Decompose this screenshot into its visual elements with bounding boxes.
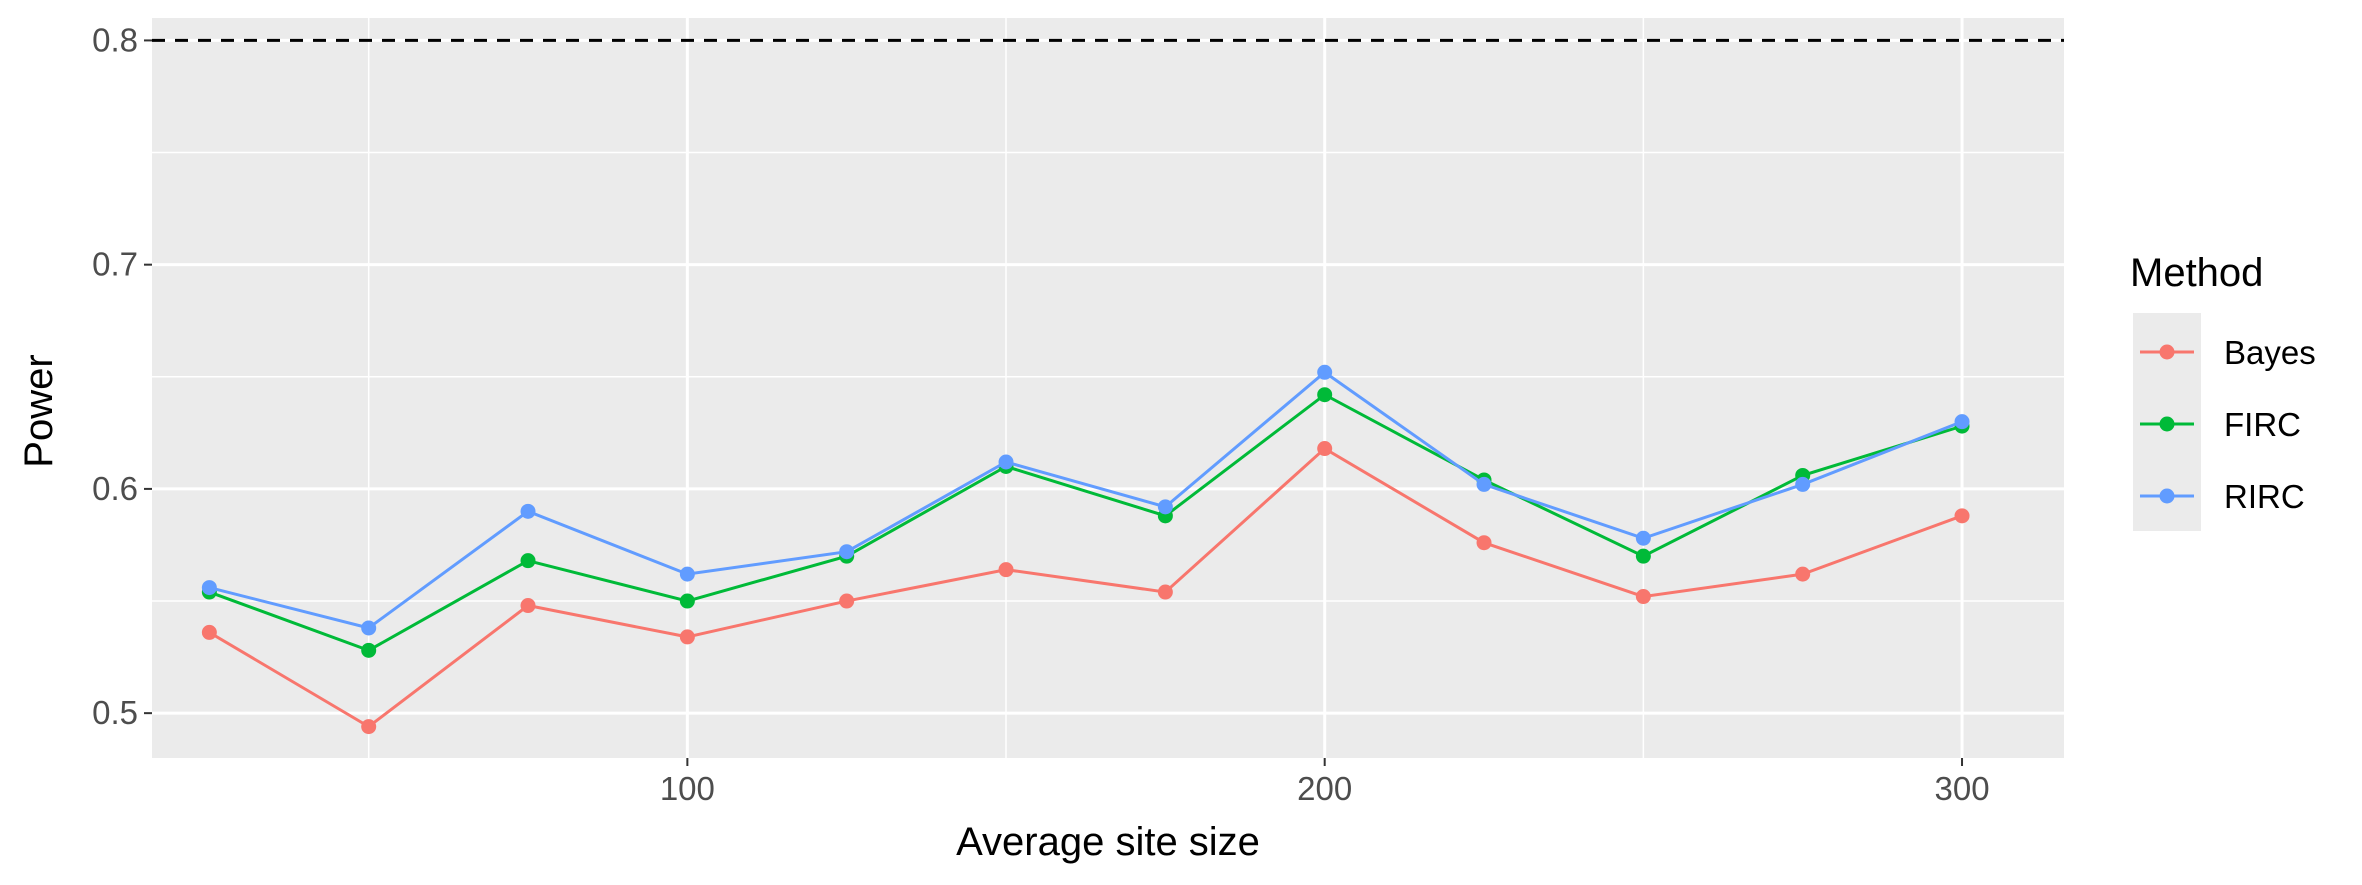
x-tick-label: 200 (1297, 770, 1352, 807)
legend-item-rirc: RIRC (2140, 478, 2305, 515)
legend-title: Method (2130, 251, 2263, 295)
x-tick-label: 100 (660, 770, 715, 807)
data-point (998, 454, 1014, 470)
x-axis-title: Average site size (956, 820, 1260, 864)
data-point (1795, 566, 1811, 582)
y-axis: 0.5 0.6 0.7 0.8 (92, 21, 152, 731)
y-tick-label: 0.6 (92, 470, 138, 507)
data-point (361, 719, 377, 735)
data-point (839, 593, 855, 609)
series-bayes (201, 441, 1970, 735)
data-point (1476, 476, 1492, 492)
data-point (679, 593, 695, 609)
legend-item-firc: FIRC (2140, 406, 2301, 443)
minor-grid (152, 18, 2064, 758)
data-point (1317, 387, 1333, 403)
data-point (361, 620, 377, 636)
x-axis: 100 200 300 (660, 758, 1990, 807)
data-point (998, 562, 1014, 578)
data-point (1635, 589, 1651, 605)
legend-label: RIRC (2224, 478, 2305, 515)
data-point (679, 566, 695, 582)
data-point (1157, 584, 1173, 600)
data-point (520, 553, 536, 569)
legend-key-point (2159, 488, 2175, 504)
legend-label: FIRC (2224, 406, 2301, 443)
data-point (520, 598, 536, 614)
data-point (201, 624, 217, 640)
data-point (1476, 535, 1492, 551)
data-point (1954, 508, 1970, 524)
data-point (1635, 530, 1651, 546)
y-axis-title: Power (17, 354, 61, 467)
legend-key-point (2159, 416, 2175, 432)
data-point (1157, 499, 1173, 515)
data-point (1795, 476, 1811, 492)
data-point (520, 503, 536, 519)
legend: Method Bayes FIRC RIRC (2130, 251, 2316, 531)
data-point (361, 642, 377, 658)
y-tick-label: 0.7 (92, 246, 138, 283)
data-point (1954, 414, 1970, 430)
series-line (208, 446, 1963, 729)
series-layer (201, 364, 1970, 735)
series-rirc (201, 364, 1970, 636)
data-point (679, 629, 695, 645)
data-point (201, 580, 217, 596)
data-point (1317, 364, 1333, 380)
y-tick-label: 0.8 (92, 21, 138, 58)
series-line (208, 370, 1963, 630)
series-line (208, 392, 1963, 653)
legend-item-bayes: Bayes (2140, 334, 2316, 371)
data-point (1635, 548, 1651, 564)
legend-key-point (2159, 344, 2175, 360)
data-point (1317, 441, 1333, 457)
y-tick-label: 0.5 (92, 694, 138, 731)
panel-background (152, 18, 2064, 758)
legend-label: Bayes (2224, 334, 2316, 371)
data-point (839, 544, 855, 560)
x-tick-label: 300 (1934, 770, 1989, 807)
